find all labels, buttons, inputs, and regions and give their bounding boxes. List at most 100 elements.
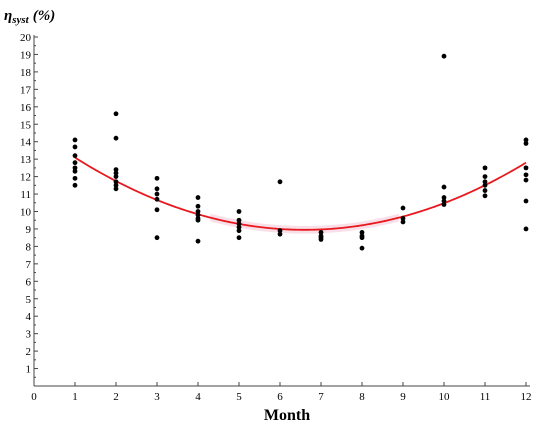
y-tick-label: 19 xyxy=(20,49,32,61)
data-point xyxy=(72,144,78,150)
data-point xyxy=(441,198,447,204)
data-point xyxy=(523,172,529,178)
data-point xyxy=(523,141,529,146)
data-point xyxy=(482,188,488,193)
data-point xyxy=(318,230,324,235)
y-tick-label: 15 xyxy=(20,119,32,131)
x-tick-label: 7 xyxy=(318,391,324,403)
data-point xyxy=(523,226,529,232)
data-point xyxy=(441,202,447,207)
data-point xyxy=(154,191,160,197)
y-tick-label: 6 xyxy=(26,276,32,288)
data-point xyxy=(318,237,324,242)
x-tick-label: 1 xyxy=(72,391,78,403)
y-tick-label: 10 xyxy=(20,207,32,219)
data-point xyxy=(72,175,78,181)
data-point xyxy=(195,209,201,214)
x-tick-label: 5 xyxy=(236,391,242,403)
data-point xyxy=(482,174,488,180)
data-point xyxy=(113,174,119,180)
data-point xyxy=(195,203,201,209)
data-point xyxy=(154,175,160,181)
data-point xyxy=(482,165,488,171)
data-point xyxy=(523,198,529,204)
data-points xyxy=(72,53,529,251)
x-tick-label: 10 xyxy=(439,391,451,403)
y-tick-label: 13 xyxy=(20,154,32,166)
data-point xyxy=(277,228,283,234)
data-point xyxy=(359,230,365,235)
x-axis-title: Month xyxy=(264,407,310,424)
data-point xyxy=(400,219,406,225)
data-point xyxy=(195,217,201,223)
x-tick-label: 11 xyxy=(480,391,491,403)
y-tick-label: 4 xyxy=(26,311,32,323)
y-axis-title-main: η xyxy=(4,8,12,24)
y-axis-title: ηsyst (%) xyxy=(4,8,55,26)
data-point xyxy=(236,209,242,214)
y-tick-label: 17 xyxy=(20,84,32,96)
x-tick-label: 12 xyxy=(521,391,532,403)
data-point xyxy=(154,207,160,213)
data-point xyxy=(72,137,78,143)
axes xyxy=(33,35,530,387)
data-point xyxy=(359,235,365,241)
y-tick-label: 7 xyxy=(26,259,32,271)
data-point xyxy=(236,228,242,234)
y-tick-label: 16 xyxy=(20,102,32,114)
y-tick-label: 12 xyxy=(20,172,31,184)
data-point xyxy=(277,231,283,237)
data-point xyxy=(113,170,119,176)
y-axis-title-unit: (%) xyxy=(33,8,56,24)
fit-band xyxy=(210,213,399,234)
fit-curve xyxy=(74,156,527,231)
data-point xyxy=(236,235,242,241)
data-point xyxy=(113,182,119,188)
x-tick-label: 2 xyxy=(113,391,119,403)
y-tick-label: 8 xyxy=(26,241,32,253)
data-point xyxy=(400,216,406,221)
data-point xyxy=(482,179,488,185)
data-point xyxy=(72,160,78,166)
fit-confidence-band xyxy=(210,213,399,234)
data-point xyxy=(523,177,529,183)
data-point xyxy=(359,245,365,251)
data-point xyxy=(113,135,119,141)
data-point xyxy=(72,153,78,159)
y-tick-label: 18 xyxy=(20,67,32,79)
y-tick-label: 2 xyxy=(26,346,32,358)
y-tick-label: 20 xyxy=(20,32,32,44)
data-point xyxy=(195,238,201,244)
fit-curve-layer xyxy=(74,156,527,231)
tick-labels: 0 1 2 3 4 5 6 7 8 9 10 11 12123456789101112131415161… xyxy=(20,32,532,403)
x-tick-label: 0 xyxy=(31,391,37,403)
data-point xyxy=(523,137,529,143)
svg-text:ηsyst(%): ηsyst (%) xyxy=(4,8,55,26)
x-tick-label: 9 xyxy=(400,391,406,403)
data-point xyxy=(441,53,447,59)
x-tick-label: 4 xyxy=(195,391,201,403)
y-tick-label: 14 xyxy=(20,137,32,149)
y-axis-title-subscript: syst xyxy=(11,14,29,26)
data-point xyxy=(482,193,488,199)
y-tick-label: 9 xyxy=(26,224,32,236)
data-point xyxy=(113,186,119,192)
data-point xyxy=(195,195,201,200)
x-tick-label: 3 xyxy=(154,391,160,403)
data-point xyxy=(72,182,78,188)
data-point xyxy=(154,186,160,192)
data-point xyxy=(113,167,119,173)
x-tick-label: 8 xyxy=(359,391,365,403)
data-point xyxy=(72,165,78,171)
data-point xyxy=(195,212,201,218)
data-point xyxy=(154,235,160,241)
y-tick-label: 5 xyxy=(26,294,32,306)
y-tick-label: 1 xyxy=(26,364,32,376)
data-point xyxy=(72,168,78,174)
data-point xyxy=(236,217,242,223)
data-point xyxy=(523,165,529,171)
y-tick-label: 3 xyxy=(26,329,32,341)
data-point xyxy=(236,224,242,230)
data-point xyxy=(154,196,160,202)
